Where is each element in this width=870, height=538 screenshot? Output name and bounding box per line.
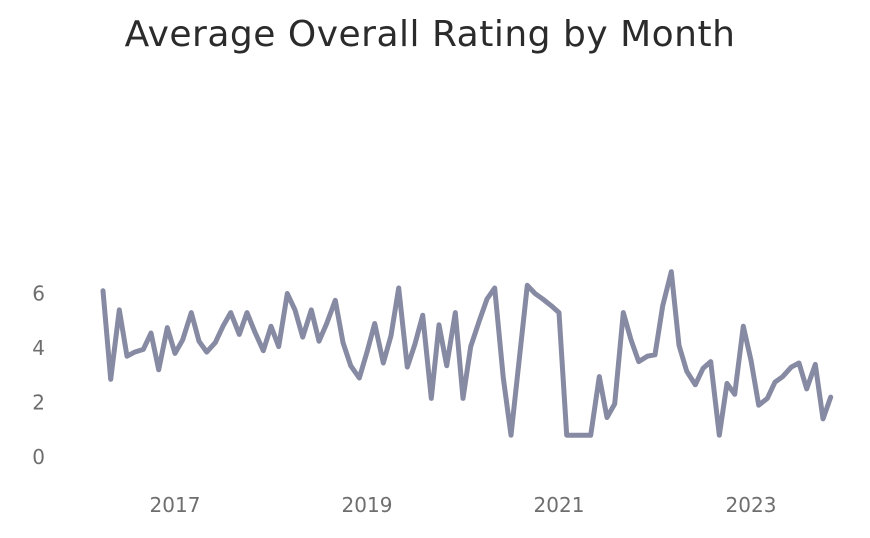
x-tick-label: 2023 [726, 493, 777, 517]
series-lines [100, 269, 834, 438]
chart-title: Average Overall Rating by Month [124, 14, 736, 55]
x-tick-label: 2021 [534, 493, 585, 517]
y-axis-ticks: 0 2 4 6 [32, 282, 45, 470]
y-tick-label: 2 [32, 391, 45, 415]
x-tick-label: 2017 [150, 493, 201, 517]
x-tick-label: 2019 [342, 493, 393, 517]
y-tick-label: 0 [32, 445, 45, 469]
y-tick-label: 6 [32, 282, 45, 306]
series-line [100, 269, 834, 438]
x-axis-ticks: 2017 2019 2021 2023 [150, 493, 777, 517]
y-tick-label: 4 [32, 336, 45, 360]
